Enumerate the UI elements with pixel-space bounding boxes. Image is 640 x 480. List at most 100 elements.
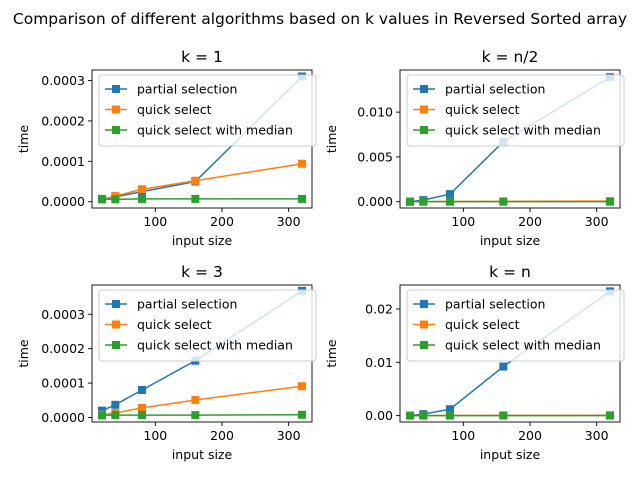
series-line-quick-select-with-median [101, 414, 303, 417]
x-tick-label: 300 [585, 214, 609, 229]
x-tick-label: 100 [143, 428, 167, 443]
legend-label: quick select with median [445, 338, 601, 353]
data-point-quick-select-with-median [499, 411, 508, 420]
plot-area [98, 72, 306, 204]
legend-box [406, 74, 625, 147]
data-point-quick-select-with-median [606, 197, 614, 206]
legend-label: quick select with median [445, 123, 601, 138]
legend: partial selection quick select quick selec… [406, 74, 625, 147]
legend-label: quick select with median [137, 123, 293, 138]
data-point-quick-select [298, 159, 306, 168]
data-point-quick-select-with-median [406, 411, 414, 420]
legend-label: partial selection [445, 297, 545, 312]
subplot-2: k = n/2 100 200 300 0.000 0.005 0.010 input siz… [324, 48, 625, 248]
data-point-quick-select-with-median [446, 411, 454, 420]
y-tick-label: 0.0001 [41, 154, 85, 169]
y-axis-label: time [16, 125, 31, 154]
y-axis-label: time [16, 339, 31, 368]
data-point-partial-selection [111, 400, 120, 409]
y-tick-label: 0.000 [357, 194, 393, 209]
x-tick-label: 100 [143, 214, 167, 229]
legend-marker [420, 300, 428, 308]
data-point-quick-select-with-median [499, 197, 508, 206]
subplot-title: k = n/2 [482, 48, 539, 66]
x-tick-label: 200 [210, 428, 234, 443]
subplot-3: k = 3 100 200 300 0.0000 0.0001 0.0002 0.0003 in… [16, 263, 317, 462]
legend-label: quick select [137, 102, 212, 117]
legend-label: quick select [137, 317, 212, 332]
legend-marker [420, 105, 428, 114]
legend-box [406, 289, 625, 362]
subplot-title: k = n [489, 263, 531, 281]
x-axis-label: input size [172, 233, 233, 248]
legend-label: partial selection [445, 82, 545, 97]
data-point-quick-select-with-median [298, 194, 306, 203]
legend-marker [112, 126, 120, 134]
x-tick-label: 300 [277, 428, 301, 443]
data-point-partial-selection [446, 405, 454, 414]
x-tick-label: 100 [451, 428, 475, 443]
data-point-partial-selection [98, 406, 106, 415]
data-point-quick-select-with-median [606, 411, 614, 420]
legend-marker [112, 105, 120, 114]
x-axis-label: input size [480, 233, 541, 248]
x-tick-label: 200 [518, 428, 542, 443]
y-tick-label: 0.0002 [41, 113, 85, 128]
data-point-quick-select [191, 395, 200, 404]
data-point-quick-select-with-median [419, 197, 428, 206]
legend-label: quick select [445, 102, 520, 117]
legend-label: partial selection [137, 82, 237, 97]
data-point-quick-select-with-median [406, 197, 414, 206]
y-tick-label: 0.0003 [41, 307, 85, 322]
legend-marker [420, 85, 428, 93]
legend-marker [112, 341, 120, 349]
legend-marker [112, 320, 120, 329]
data-point-quick-select-with-median [298, 410, 306, 419]
data-point-quick-select-with-median [191, 411, 200, 420]
legend: partial selection quick select quick selec… [98, 74, 317, 147]
data-point-quick-select [191, 176, 200, 185]
data-point-quick-select [298, 382, 306, 391]
data-point-quick-select-with-median [111, 195, 120, 204]
y-axis-label: time [324, 339, 339, 368]
x-axis-label: input size [172, 447, 233, 462]
legend-box [98, 74, 317, 147]
data-point-quick-select-with-median [191, 194, 200, 203]
y-tick-label: 0.01 [365, 355, 393, 370]
subplot-1: k = 1 100 200 300 0.0000 0.0001 0.0002 0.0003 in… [16, 48, 317, 248]
y-tick-label: 0.0003 [41, 73, 85, 88]
data-point-quick-select [138, 403, 146, 412]
data-point-partial-selection [499, 362, 508, 371]
x-tick-label: 100 [451, 214, 475, 229]
y-tick-label: 0.010 [357, 105, 393, 120]
x-axis-label: input size [480, 447, 541, 462]
data-point-quick-select [138, 185, 146, 194]
y-axis-label: time [324, 125, 339, 154]
data-point-partial-selection [446, 190, 454, 199]
legend: partial selection quick select quick selec… [98, 289, 317, 362]
y-tick-label: 0.00 [365, 408, 393, 423]
x-tick-label: 300 [277, 214, 301, 229]
data-point-quick-select-with-median [138, 194, 146, 203]
data-point-partial-selection [138, 385, 146, 394]
data-point-quick-select-with-median [446, 197, 454, 206]
data-point-quick-select-with-median [138, 411, 146, 420]
y-tick-label: 0.005 [357, 149, 393, 164]
data-point-quick-select-with-median [98, 411, 106, 420]
subplot-title: k = 3 [181, 263, 223, 281]
x-tick-label: 200 [210, 214, 234, 229]
x-tick-label: 200 [518, 214, 542, 229]
legend: partial selection quick select quick selec… [406, 289, 625, 362]
subplot-4: k = n 100 200 300 0.00 0.01 0.02 input size time… [324, 263, 625, 462]
legend-label: partial selection [137, 297, 237, 312]
legend-marker [420, 341, 428, 349]
data-point-quick-select-with-median [111, 411, 120, 420]
legend-marker [112, 85, 120, 93]
series-line-quick-select [101, 385, 303, 416]
legend-label: quick select with median [137, 338, 293, 353]
legend-marker [420, 126, 428, 134]
y-tick-label: 0.02 [365, 301, 393, 316]
figure-title: Comparison of different algorithms based… [13, 10, 627, 28]
y-tick-label: 0.0000 [41, 410, 85, 425]
